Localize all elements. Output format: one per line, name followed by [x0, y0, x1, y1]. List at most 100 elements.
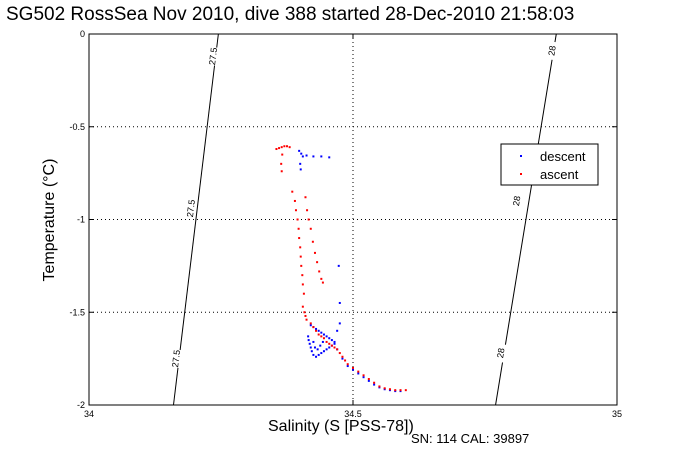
- descent-point: [330, 339, 333, 342]
- ascent-point: [301, 305, 304, 308]
- descent-point: [322, 350, 325, 353]
- ascent-point: [296, 218, 299, 221]
- ascent-point: [281, 153, 284, 156]
- ascent-point: [312, 326, 315, 329]
- descent-point: [320, 352, 323, 355]
- ascent-point: [320, 335, 323, 338]
- descent-point: [367, 379, 370, 382]
- ascent-point: [378, 385, 381, 388]
- contour-label: 27.5: [185, 199, 197, 218]
- descent-point: [312, 353, 315, 356]
- descent-point: [313, 346, 316, 349]
- descent-point: [309, 324, 312, 327]
- ascent-point: [305, 318, 308, 321]
- descent-point: [336, 329, 339, 332]
- descent-point: [320, 155, 323, 158]
- descent-point: [328, 337, 331, 340]
- y-tick-label: 0: [80, 29, 85, 39]
- legend-marker-descent: [520, 155, 522, 157]
- ascent-point: [320, 277, 323, 280]
- descent-point: [307, 335, 310, 338]
- x-tick-label: 34.5: [344, 409, 362, 419]
- contour-label-bg: [545, 41, 559, 61]
- ascent-point: [307, 218, 310, 221]
- descent-point: [315, 355, 318, 358]
- descent-point: [299, 162, 302, 165]
- descent-point: [319, 344, 322, 347]
- y-tick-label: -1: [77, 215, 85, 225]
- contour-label: 27.5: [170, 349, 182, 368]
- x-tick-label: 34: [84, 409, 94, 419]
- descent-point: [315, 327, 318, 330]
- ascent-point: [344, 359, 347, 362]
- ascent-point: [322, 337, 325, 340]
- ascent-point: [278, 147, 281, 150]
- descent-point: [301, 155, 304, 158]
- contour-label-bg: [184, 198, 197, 218]
- descent-point: [309, 346, 312, 349]
- descent-point: [333, 340, 336, 343]
- legend-label-ascent: ascent: [540, 167, 579, 182]
- ascent-point: [367, 378, 370, 381]
- ascent-point: [388, 388, 391, 391]
- legend-box: [500, 143, 599, 186]
- descent-point: [362, 376, 365, 379]
- ascent-point: [304, 314, 307, 317]
- descent-point: [325, 348, 328, 351]
- ascent-point: [333, 346, 336, 349]
- ascent-point: [338, 352, 341, 355]
- legend-label-descent: descent: [540, 149, 586, 164]
- ascent-point: [300, 264, 303, 267]
- descent-point: [328, 156, 331, 159]
- ascent-point: [309, 227, 312, 230]
- descent-point: [338, 322, 341, 325]
- footer-sn-cal: SN: 114 CAL: 39897: [411, 431, 530, 446]
- ascent-point: [280, 146, 283, 149]
- chart-title: SG502 RossSea Nov 2010, dive 388 started…: [6, 4, 575, 25]
- ascent-point: [291, 190, 294, 193]
- contour-label-bg: [494, 343, 508, 363]
- descent-point: [346, 365, 349, 368]
- descent-point: [333, 342, 336, 345]
- ascent-point: [315, 329, 318, 332]
- ascent-point: [298, 237, 301, 240]
- ascent-point: [301, 274, 304, 277]
- descent-point: [341, 357, 344, 360]
- ascent-point: [280, 170, 283, 173]
- descent-point: [298, 149, 301, 152]
- descent-point: [300, 152, 303, 155]
- descent-point: [312, 155, 315, 158]
- y-tick-label: -1.5: [69, 307, 85, 317]
- ascent-point: [394, 389, 397, 392]
- ascent-point: [325, 340, 328, 343]
- contour-label: 27.5: [207, 47, 219, 66]
- ascent-point: [330, 344, 333, 347]
- descent-point: [322, 333, 325, 336]
- y-tick-label: -0.5: [69, 122, 85, 132]
- ascent-point: [288, 146, 291, 149]
- descent-point: [317, 329, 320, 332]
- ascent-point: [328, 342, 331, 345]
- descent-point: [316, 348, 319, 351]
- descent-point: [308, 342, 311, 345]
- legend-marker-ascent: [520, 173, 522, 175]
- ascent-point: [357, 370, 360, 373]
- descent-point: [373, 383, 376, 386]
- ascent-point: [304, 196, 307, 199]
- descent-point: [305, 154, 308, 157]
- ascent-point: [346, 363, 349, 366]
- x-tick-label: 35: [612, 409, 622, 419]
- descent-point: [357, 372, 360, 375]
- ascent-point: [313, 251, 316, 254]
- descent-point: [312, 340, 315, 343]
- ascent-point: [373, 381, 376, 384]
- ascent-point: [399, 389, 402, 392]
- ascent-point: [293, 199, 296, 202]
- ascent-point: [352, 366, 354, 369]
- ascent-point: [275, 148, 278, 151]
- descent-point: [352, 368, 354, 371]
- descent-point: [310, 350, 313, 353]
- ascent-point: [280, 162, 283, 165]
- ascent-point: [362, 374, 365, 377]
